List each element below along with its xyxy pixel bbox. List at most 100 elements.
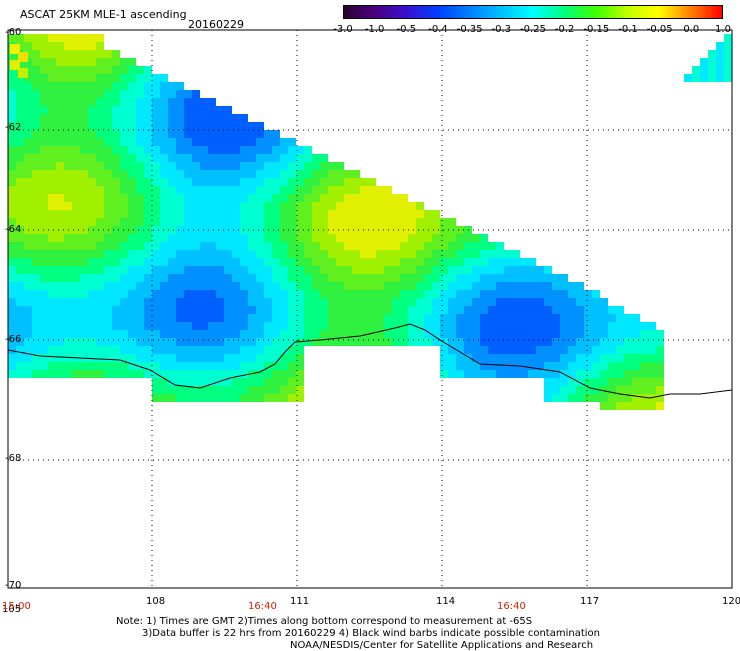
- data-cell: [88, 42, 96, 50]
- data-cell: [8, 74, 16, 82]
- data-cell: [152, 114, 160, 122]
- data-cell: [272, 170, 280, 178]
- data-cell: [592, 338, 600, 346]
- data-cell: [96, 186, 104, 194]
- data-cell: [320, 210, 328, 218]
- data-cell: [336, 170, 344, 178]
- data-cell: [624, 346, 632, 354]
- data-cell: [440, 282, 448, 290]
- data-cell: [184, 362, 192, 370]
- data-cell: [296, 314, 304, 322]
- data-cell: [160, 330, 168, 338]
- data-cell: [408, 298, 416, 306]
- data-cell: [56, 82, 64, 90]
- data-cell: [64, 162, 72, 170]
- data-cell: [40, 186, 48, 194]
- data-cell: [360, 234, 368, 242]
- data-cell: [80, 370, 88, 378]
- data-cell: [160, 194, 168, 202]
- data-cell: [656, 330, 664, 338]
- data-cell: [176, 130, 184, 138]
- data-cell: [312, 290, 320, 298]
- data-cell: [144, 306, 152, 314]
- data-cell: [256, 146, 264, 154]
- data-cell: [520, 362, 528, 370]
- data-cell: [304, 266, 312, 274]
- data-cell: [560, 298, 568, 306]
- data-cell: [312, 162, 320, 170]
- data-cell: [288, 290, 296, 298]
- data-cell: [328, 322, 336, 330]
- data-cell: [160, 202, 168, 210]
- data-cell: [640, 378, 648, 386]
- data-cell: [272, 138, 280, 146]
- data-cell: [264, 370, 272, 378]
- data-cell: [184, 250, 192, 258]
- data-cell: [456, 338, 464, 346]
- data-cell: [216, 154, 224, 162]
- data-cell: [48, 258, 56, 266]
- data-cell: [120, 58, 128, 66]
- data-cell: [64, 346, 72, 354]
- data-cell: [104, 298, 112, 306]
- data-cell: [248, 386, 256, 394]
- data-cell: [416, 258, 424, 266]
- data-cell: [272, 186, 280, 194]
- data-cell: [10, 60, 20, 70]
- data-cell: [328, 250, 336, 258]
- data-cell: [72, 34, 80, 42]
- data-cell: [128, 58, 136, 66]
- data-cell: [400, 282, 408, 290]
- data-cell: [344, 202, 352, 210]
- data-cell: [504, 362, 512, 370]
- data-cell: [368, 234, 376, 242]
- data-cell: [104, 354, 112, 362]
- data-cell: [280, 354, 288, 362]
- data-cell: [176, 82, 184, 90]
- data-cell: [104, 330, 112, 338]
- data-cell: [192, 210, 200, 218]
- data-cell: [448, 362, 456, 370]
- data-cell: [272, 306, 280, 314]
- data-cell: [272, 130, 280, 138]
- data-cell: [504, 354, 512, 362]
- data-cell: [136, 258, 144, 266]
- data-cell: [168, 202, 176, 210]
- data-cell: [392, 306, 400, 314]
- data-cell: [104, 122, 112, 130]
- data-cell: [80, 274, 88, 282]
- data-cell: [216, 258, 224, 266]
- data-cell: [632, 322, 640, 330]
- data-cell: [648, 338, 656, 346]
- data-cell: [424, 210, 432, 218]
- data-cell: [64, 234, 72, 242]
- colorbar-label: -0.15: [583, 24, 610, 35]
- data-cell: [240, 346, 248, 354]
- data-cell: [184, 90, 192, 98]
- data-cell: [416, 306, 424, 314]
- data-cell: [272, 162, 280, 170]
- data-cell: [80, 122, 88, 130]
- data-cell: [512, 354, 520, 362]
- data-cell: [416, 234, 424, 242]
- data-cell: [8, 346, 16, 354]
- data-cell: [176, 178, 184, 186]
- data-cell: [560, 354, 568, 362]
- data-cell: [480, 330, 488, 338]
- data-cell: [472, 274, 480, 282]
- data-cell: [328, 178, 336, 186]
- data-cell: [48, 338, 56, 346]
- data-cell: [608, 346, 616, 354]
- data-cell: [336, 322, 344, 330]
- data-cell: [56, 370, 64, 378]
- data-cell: [232, 250, 240, 258]
- data-cell: [352, 322, 360, 330]
- data-cell: [648, 346, 656, 354]
- data-cell: [336, 298, 344, 306]
- data-cell: [184, 266, 192, 274]
- data-cell: [192, 122, 200, 130]
- data-cell: [576, 354, 584, 362]
- data-cell: [432, 210, 440, 218]
- data-cell: [240, 162, 248, 170]
- data-cell: [40, 122, 48, 130]
